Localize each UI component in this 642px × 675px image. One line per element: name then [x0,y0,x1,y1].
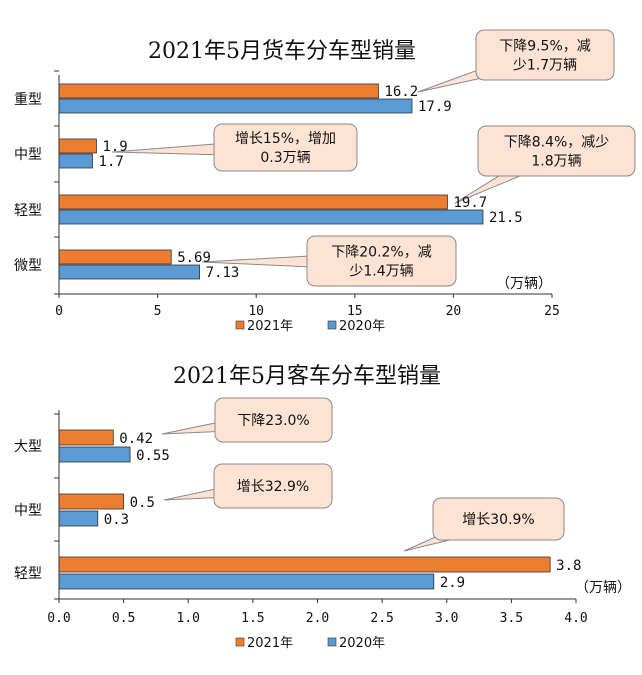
bus-value-label: 0.55 [136,448,170,464]
truck-callout-fill [479,127,634,175]
bus-legend-swatch-2021 [235,637,245,647]
truck-legend-swatch-2020 [327,320,337,330]
truck-bar-2021 [58,83,379,99]
truck-legend-label: 2021年 [247,319,293,334]
truck-callout-fill [477,31,613,79]
truck-value-label: 17.9 [418,99,452,115]
truck-legend-label: 2020年 [339,319,385,334]
bus-callout: 增长30.9% [403,497,565,552]
truck-value-label: 1.9 [102,139,127,155]
truck-callout: 下降8.4%，减少 1.8万辆 [454,125,636,204]
bus-category-label: 大型 [14,439,42,455]
truck-category-label: 重型 [14,92,42,108]
bus-value-label: 0.5 [130,495,155,511]
truck-legend: 2021年 2020年 [235,319,385,334]
truck-bar-2021 [58,138,97,154]
bus-x-tick-label: 3.5 [500,611,523,626]
truck-x-tick-label: 25 [544,304,560,319]
truck-x-tick-label: 20 [446,304,462,319]
truck-callout-text: 少1.4万辆 [349,264,413,280]
bus-legend: 2021年 2020年 [235,636,385,651]
bus-x-tick-label: 2.5 [370,611,393,626]
bus-bar-2021 [58,493,125,510]
truck-callout-text: 下降8.4%，减少 [504,135,610,151]
bus-bar-2020 [58,446,131,463]
truck-bars: 16.217.9 1.91.7 19.721.5 5.697.13 [58,83,523,281]
truck-x-tick-label: 0 [55,304,63,319]
truck-value-label: 1.7 [99,154,124,170]
bus-sales-chart: 2021年5月客车分车型销量 下降23.0% 增长32.9% 增长30.9% 0.4… [14,364,631,651]
bus-callout-text: 增长30.9% [462,512,534,528]
bus-category-label: 中型 [14,503,42,519]
bus-unit-label: （万辆） [575,580,631,596]
truck-bar-2020 [58,98,413,114]
bus-x-tick-label: 1.5 [241,611,264,626]
bus-x-tick-label: 3.0 [435,611,458,626]
bus-callout: 增长32.9% [163,463,333,509]
bus-legend-swatch-2020 [327,637,337,647]
truck-callout: 下降9.5%，减少1.7万辆 [417,29,615,93]
bus-legend-label: 2021年 [247,636,293,651]
bus-value-label: 0.3 [104,512,129,528]
truck-bar-2020 [58,209,484,225]
bus-value-label: 0.42 [119,431,153,447]
truck-value-label: 19.7 [453,195,487,211]
truck-value-label: 16.2 [384,84,418,100]
bus-callout-fill [434,499,563,539]
truck-callout: 下降20.2%，减少1.4万辆 [201,235,457,287]
bus-x-tick-label: 4.0 [564,611,587,626]
bus-callout: 下降23.0% [161,397,333,443]
truck-callout-text: 下降9.5%，减 [499,39,591,55]
truck-callout: 增长15%，增加 0.3万辆 [111,123,358,172]
truck-legend-swatch-2021 [235,320,245,330]
truck-x-tick-label: 5 [154,304,162,319]
truck-x-tick-label: 10 [248,304,264,319]
truck-callout-text: 0.3万辆 [260,150,310,166]
bus-bar-2020 [58,573,435,590]
bus-x-tick-label: 1.0 [177,611,200,626]
bus-value-label: 3.8 [556,558,581,574]
truck-callout-text: 1.8万辆 [531,154,581,170]
bus-callout-fill [216,399,331,441]
bus-x-tick-label: 0.0 [47,611,70,626]
truck-chart-title: 2021年5月货车分车型销量 [148,39,416,64]
bus-category-label: 轻型 [14,566,42,582]
truck-category-label: 微型 [14,258,42,274]
truck-callout-text: 少1.7万辆 [513,58,577,74]
truck-bar-2021 [58,249,172,265]
bus-legend-label: 2020年 [339,636,385,651]
bus-bar-2021 [58,556,551,573]
truck-callout-text: 增长15%，增加 [235,131,336,147]
truck-callout-text: 下降20.2%，减 [331,245,431,261]
truck-category-label: 中型 [14,147,42,163]
bus-callout-text: 增长32.9% [237,479,309,495]
truck-bar-2020 [58,264,201,280]
truck-value-label: 5.69 [177,250,211,266]
bus-callout-text: 下降23.0% [237,413,309,429]
bus-callout-fill [215,465,331,507]
truck-x-tick-label: 15 [347,304,363,319]
truck-category-label: 轻型 [14,203,42,219]
bus-value-label: 2.9 [440,575,465,591]
bus-x-tick-label: 2.0 [306,611,329,626]
bus-bar-2021 [58,429,114,446]
truck-value-label: 7.13 [206,265,240,281]
truck-callout-fill [308,237,455,285]
bus-callouts: 下降23.0% 增长32.9% 增长30.9% [161,397,565,552]
truck-value-label: 21.5 [489,210,523,226]
truck-bar-2020 [58,153,93,169]
truck-callout-fill [215,125,356,170]
truck-bar-2021 [58,194,448,210]
bus-bar-2020 [58,510,99,527]
truck-unit-label: （万辆） [496,276,552,292]
bus-chart-title: 2021年5月客车分车型销量 [173,364,441,389]
bus-x-tick-label: 0.5 [112,611,135,626]
